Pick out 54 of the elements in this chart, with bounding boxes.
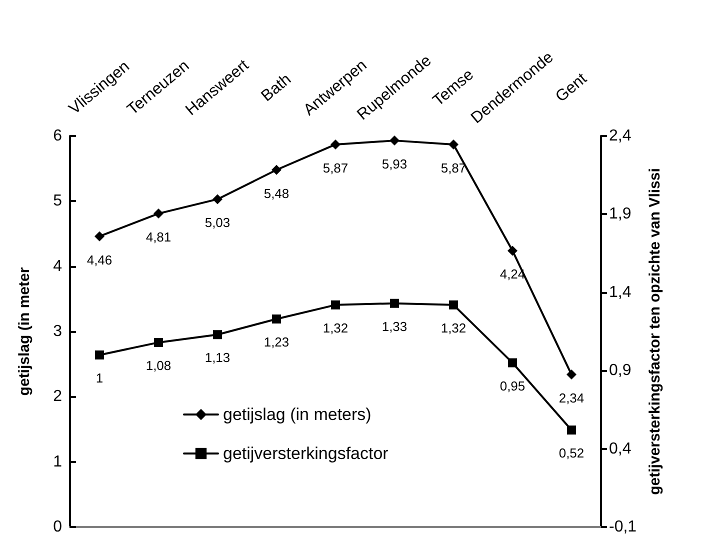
y-tick-label: 0 [53, 518, 62, 536]
point [272, 314, 281, 324]
point [567, 426, 576, 435]
data-label: 0,95 [500, 378, 526, 394]
point [212, 194, 222, 204]
y-axis-title: getijslag (in meter [16, 267, 33, 396]
y2-tick-label: 2,4 [609, 128, 632, 144]
data-label: 2,34 [558, 390, 584, 406]
y-tick-label: 1 [53, 453, 62, 470]
data-label: 5,93 [382, 156, 408, 172]
data-label: 5,87 [322, 160, 348, 176]
point [330, 139, 340, 150]
y-tick-label: 5 [53, 192, 62, 210]
y-tick-label: 6 [53, 128, 62, 144]
point [566, 370, 576, 380]
y2-tick-label: 1,9 [609, 206, 632, 223]
data-label: 5,48 [264, 186, 290, 201]
point [154, 338, 163, 347]
point [95, 350, 104, 360]
data-label: 1,13 [204, 350, 230, 366]
point [390, 136, 400, 146]
point [272, 164, 282, 175]
y-tick-label: 4 [53, 258, 62, 275]
data-label: 1 [96, 370, 104, 386]
data-label: 5,03 [204, 215, 230, 230]
y2-tick-label: 0,9 [609, 362, 632, 380]
point [508, 246, 518, 256]
y2-tick-label: 1,4 [609, 284, 632, 301]
data-label: 1,33 [382, 318, 408, 334]
y-tick-label: 3 [53, 323, 62, 340]
data-label: 5,87 [440, 160, 466, 176]
x-tick-label: Bath [258, 70, 295, 106]
data-label: 1,32 [322, 320, 348, 336]
data-label: 1,32 [440, 320, 466, 336]
data-label: 4,81 [146, 230, 172, 245]
data-label: 1,23 [264, 334, 290, 350]
data-label: 1,08 [146, 358, 172, 373]
y2-tick-label: 0,4 [609, 440, 632, 458]
point [331, 300, 340, 310]
legend-label: getijslag (in meters) [223, 405, 372, 424]
data-label: 0,52 [558, 446, 584, 461]
data-label: 4,46 [86, 252, 112, 268]
legend-label: getijversterkingsfactor [223, 444, 389, 463]
y2-axis-title: getijversterkingsfactor ten opzichte van Vlissi [646, 168, 664, 495]
y2-tick-label: -0,1 [609, 518, 637, 536]
x-tick-label: Gent [552, 70, 591, 106]
point [449, 300, 458, 310]
y-tick-label: 2 [53, 388, 62, 406]
point [448, 139, 458, 150]
point [154, 208, 164, 219]
point [94, 231, 104, 242]
point [390, 298, 399, 308]
point [213, 330, 222, 340]
point [508, 358, 517, 368]
